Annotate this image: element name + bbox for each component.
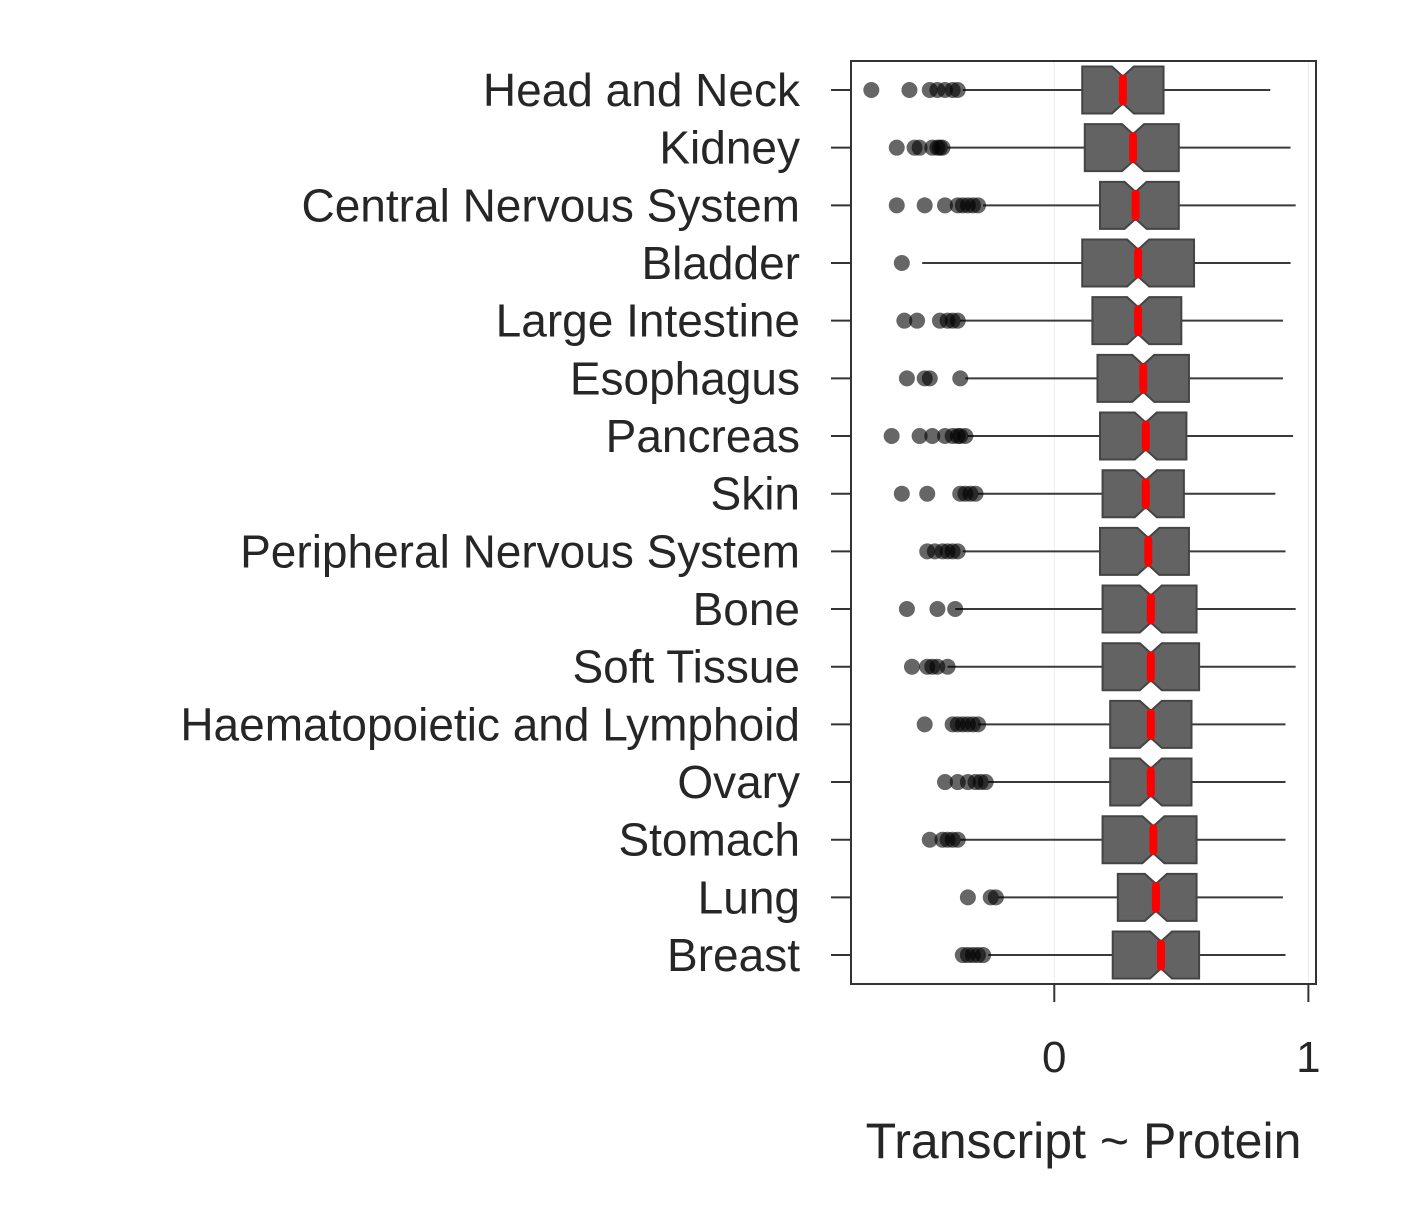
- box-group: [898, 353, 1283, 403]
- outlier-point: [903, 658, 920, 675]
- category-label: Haematopoietic and Lymphoid: [180, 698, 800, 750]
- box-group: [903, 642, 1296, 692]
- outlier-point: [893, 255, 910, 272]
- category-label: Bladder: [641, 237, 800, 289]
- outlier-point: [952, 370, 969, 387]
- plot-frame: [850, 60, 1317, 985]
- box-group: [888, 180, 1296, 230]
- outlier-point: [977, 774, 994, 791]
- category-label: Pancreas: [606, 410, 800, 462]
- outlier-point: [975, 947, 992, 964]
- outlier-point: [883, 428, 900, 445]
- outlier-point: [863, 82, 880, 98]
- outlier-point: [921, 370, 938, 387]
- outlier-point: [970, 197, 987, 214]
- outlier-point: [970, 716, 987, 733]
- category-label: Skin: [711, 468, 800, 520]
- grid-lines: [1053, 61, 1309, 984]
- outlier-point: [916, 197, 933, 214]
- outlier-point: [967, 485, 984, 502]
- box-group: [883, 411, 1294, 461]
- box-group: [888, 123, 1291, 173]
- category-label: Breast: [667, 929, 800, 981]
- outlier-point: [888, 197, 905, 214]
- outlier-point: [911, 428, 928, 445]
- x-tick-label: 0: [1042, 1033, 1066, 1082]
- outlier-point: [949, 82, 966, 98]
- outlier-point: [934, 139, 951, 156]
- category-label: Stomach: [618, 814, 800, 866]
- outlier-point: [937, 774, 954, 791]
- outlier-point: [921, 831, 938, 848]
- box-group: [863, 65, 1271, 115]
- outlier-point: [911, 139, 928, 156]
- outlier-point: [929, 601, 946, 618]
- category-label: Kidney: [659, 122, 800, 174]
- outlier-point: [957, 428, 974, 445]
- outlier-point: [949, 312, 966, 329]
- box-group: [919, 526, 1286, 576]
- category-label: Soft Tissue: [572, 641, 800, 693]
- box-group: [954, 930, 1286, 980]
- outlier-point: [939, 658, 956, 675]
- category-label: Lung: [698, 871, 800, 923]
- outlier-point: [909, 312, 926, 329]
- boxes: [863, 65, 1296, 980]
- outlier-point: [916, 716, 933, 733]
- category-label: Large Intestine: [496, 295, 800, 347]
- category-label: Bone: [693, 583, 800, 635]
- x-tick-label: 1: [1296, 1033, 1320, 1082]
- outlier-point: [893, 485, 910, 502]
- box-group: [898, 584, 1296, 634]
- box: [1111, 930, 1201, 980]
- outlier-point: [901, 82, 918, 98]
- outlier-point: [898, 370, 915, 387]
- box-group: [921, 815, 1286, 865]
- box-group: [916, 699, 1286, 749]
- outlier-point: [959, 889, 976, 906]
- outlier-point: [924, 428, 941, 445]
- box-group: [893, 238, 1291, 288]
- category-label: Ovary: [677, 756, 800, 808]
- category-label: Peripheral Nervous System: [240, 525, 800, 577]
- category-label: Head and Neck: [483, 64, 801, 116]
- outlier-point: [896, 312, 913, 329]
- outlier-point: [949, 831, 966, 848]
- outlier-point: [947, 601, 964, 618]
- category-label: Central Nervous System: [302, 179, 801, 231]
- category-label: Esophagus: [570, 352, 800, 404]
- box-group: [959, 872, 1283, 922]
- outlier-point: [919, 485, 936, 502]
- outlier-point: [949, 543, 966, 560]
- outlier-point: [898, 601, 915, 618]
- outlier-point: [987, 889, 1004, 906]
- x-axis-label: Transcript ~ Protein: [866, 1113, 1302, 1169]
- outlier-point: [937, 197, 954, 214]
- box-group: [893, 469, 1276, 519]
- box-group: [896, 296, 1283, 346]
- box-group: [937, 757, 1286, 807]
- outlier-point: [888, 139, 905, 156]
